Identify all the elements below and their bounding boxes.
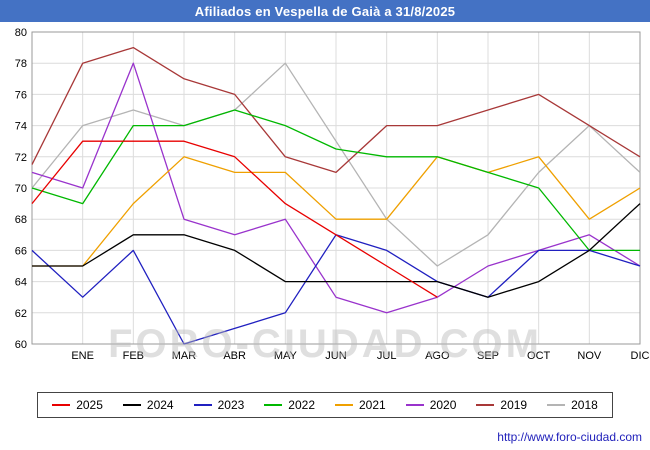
x-tick-label: DIC — [631, 350, 650, 362]
legend-label: 2019 — [500, 398, 528, 412]
legend-swatch-2024 — [122, 404, 141, 406]
series-2021-line — [32, 156, 641, 267]
legend-label: 2020 — [429, 398, 457, 412]
legend-label: 2021 — [359, 398, 386, 412]
line-chart: 60 62 64 66 68 70 72 74 76 78 80 ENE FEB MAR ABR MAY JUN… — [15, 27, 650, 362]
y-tick-label: 68 — [15, 214, 27, 226]
legend-swatch-2018 — [547, 404, 566, 406]
x-tick-label: SEP — [477, 350, 499, 362]
chart-title: Afiliados en Vespella de Gaià a 31/8/202… — [194, 3, 456, 19]
legend-swatch-2023 — [193, 404, 212, 406]
y-tick-label: 72 — [15, 152, 27, 164]
legend: 2025 2024 2023 2022 2021 2020 2019 2018 — [37, 392, 613, 418]
x-tick-label: JUL — [377, 350, 397, 362]
series-2022-line — [31, 109, 640, 252]
footer-url[interactable]: http://www.foro-ciudad.com — [497, 430, 642, 444]
y-tick-label: 66 — [15, 245, 27, 257]
y-tick-label: 74 — [15, 121, 27, 133]
legend-item-2022: 2022 — [264, 398, 315, 412]
legend-item-2021: 2021 — [335, 398, 386, 412]
series-2024-line — [32, 203, 641, 298]
y-tick-label: 70 — [15, 183, 27, 195]
legend-swatch-2025 — [52, 404, 71, 406]
footer: http://www.foro-ciudad.com — [497, 430, 642, 444]
x-tick-label: MAR — [172, 350, 197, 362]
x-tick-label: MAY — [274, 350, 298, 362]
legend-swatch-2022 — [264, 404, 283, 406]
title-bar: Afiliados en Vespella de Gaià a 31/8/202… — [0, 0, 650, 22]
legend-item-2018: 2018 — [547, 398, 598, 412]
legend-item-2025: 2025 — [52, 398, 103, 412]
legend-item-2019: 2019 — [476, 398, 527, 412]
series-2025-line — [31, 140, 438, 298]
x-tick-label: OCT — [527, 350, 551, 362]
legend-swatch-2021 — [335, 404, 353, 406]
legend-item-2023: 2023 — [193, 398, 245, 412]
x-tick-label: AGO — [425, 350, 450, 362]
y-tick-label: 78 — [15, 58, 27, 70]
legend-swatch-2019 — [476, 404, 495, 406]
chart-area: 60 62 64 66 68 70 72 74 76 78 80 ENE FEB MAR ABR MAY JUN… — [0, 22, 650, 380]
legend-item-2020: 2020 — [405, 398, 457, 412]
legend-label: 2023 — [217, 398, 245, 412]
y-tick-label: 62 — [15, 308, 27, 320]
legend-swatch-2020 — [405, 404, 424, 406]
series-2019-line — [31, 46, 641, 174]
x-tick-label: FEB — [123, 350, 144, 362]
y-tick-label: 76 — [15, 89, 27, 101]
x-tick-label: ENE — [71, 350, 94, 362]
series-2018-line — [31, 62, 641, 267]
y-tick-label: 64 — [15, 277, 27, 289]
y-tick-label: 80 — [15, 27, 27, 39]
legend-item-2024: 2024 — [122, 398, 174, 412]
legend-label: 2022 — [288, 398, 315, 412]
legend-label: 2025 — [76, 398, 103, 412]
legend-label: 2024 — [146, 398, 174, 412]
y-tick-label: 60 — [15, 339, 27, 351]
x-tick-label: NOV — [577, 350, 602, 362]
x-tick-label: JUN — [325, 350, 346, 362]
x-tick-label: ABR — [223, 350, 246, 362]
legend-label: 2018 — [571, 398, 598, 412]
